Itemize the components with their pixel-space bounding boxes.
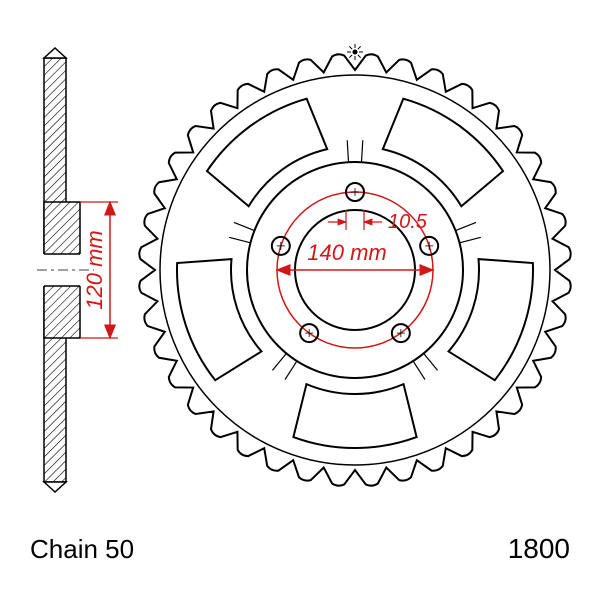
cutout	[177, 259, 261, 380]
cutout	[383, 99, 503, 207]
cutout	[207, 99, 327, 207]
dim-hub-height-label: 120 mm	[82, 230, 107, 309]
cutout	[293, 384, 416, 448]
sprocket-diagram: 140 mm10.5 120 mm Chain 50 1800	[0, 0, 600, 600]
dim-bolt-circle-label: 140 mm	[307, 240, 386, 265]
part-number: 1800	[508, 533, 570, 564]
chain-label: Chain 50	[30, 534, 134, 564]
cutout	[449, 259, 533, 380]
orientation-mark-icon	[353, 50, 358, 55]
dim-hole-label: 10.5	[388, 211, 428, 233]
